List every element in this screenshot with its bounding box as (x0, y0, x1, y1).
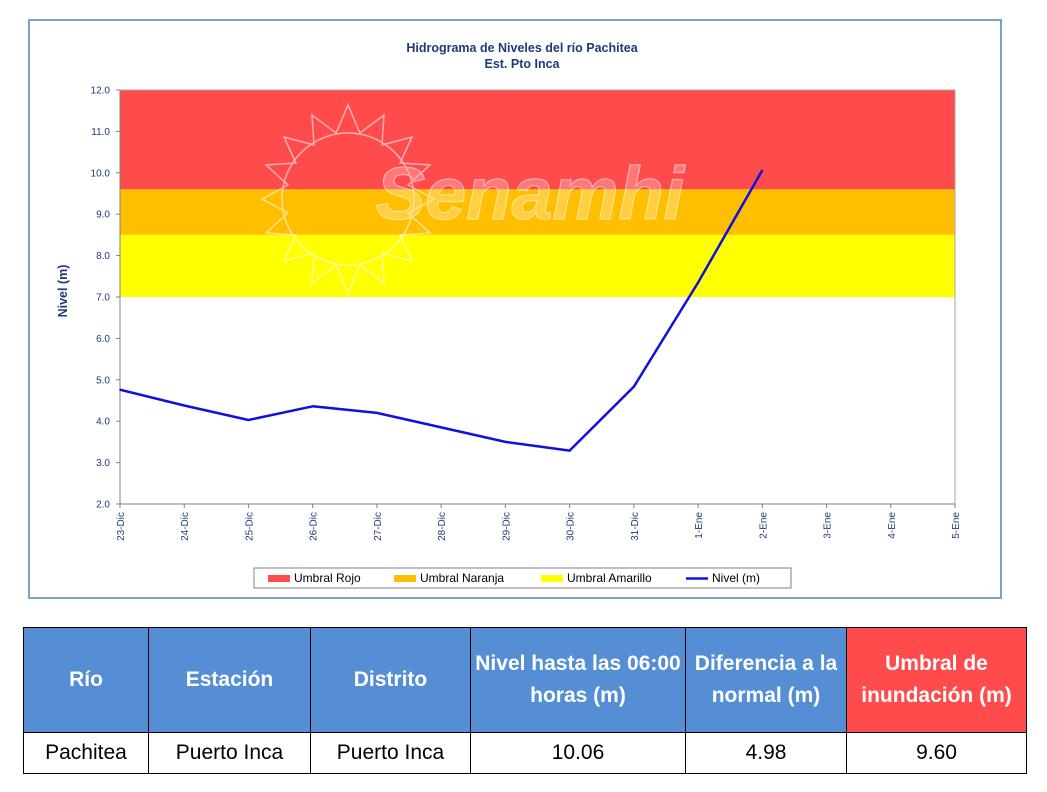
legend-swatch (541, 575, 563, 582)
hydrograph-chart: Hidrograma de Niveles del río Pachitea E… (56, 41, 962, 589)
band-0 (120, 90, 955, 190)
x-tick-label: 31-Dic (630, 512, 641, 541)
data-point (183, 404, 186, 407)
chart-title: Hidrograma de Niveles del río Pachitea (406, 41, 638, 55)
summary-table: Río Estación Distrito Nivel hasta las 06… (23, 627, 1027, 774)
x-tick-label: 2-Ene (758, 512, 769, 539)
data-point (504, 441, 507, 443)
y-axis-label: Nivel (m) (56, 265, 70, 318)
data-point (761, 169, 764, 172)
y-tick-label: 3.0 (96, 458, 110, 469)
data-point (119, 388, 121, 391)
data-point (376, 412, 378, 414)
y-tick-label: 5.0 (96, 375, 110, 386)
data-point (247, 419, 250, 421)
x-tick-label: 23-Dic (116, 512, 127, 541)
threshold-bands (120, 90, 955, 297)
legend: Umbral Rojo Umbral Naranja Umbral Amarillo… (253, 567, 792, 589)
header-distrito: Distrito (310, 627, 471, 733)
cell-estacion: Puerto Inca (148, 732, 311, 774)
senamhi-watermark-logo: Senamhi (260, 103, 686, 295)
legend-label: Nivel (m) (712, 571, 760, 585)
y-tick-label: 12.0 (91, 86, 111, 97)
x-tick-label: 1-Ene (694, 512, 705, 539)
data-point (568, 449, 571, 452)
y-tick-label: 2.0 (96, 500, 110, 511)
x-tick-label: 3-Ene (823, 512, 834, 539)
data-point (440, 426, 442, 429)
x-tick-label: 29-Dic (501, 512, 512, 541)
table-row: Pachitea Puerto Inca Puerto Inca 10.06 4… (23, 732, 1027, 774)
svg-text:Senamhi: Senamhi (376, 152, 686, 235)
axes: 2.0 3.0 4.0 5.0 6.0 7.0 8.0 9.0 10.0 11.0 12.0 23-D… (91, 86, 962, 541)
legend-label: Umbral Naranja (420, 571, 504, 585)
legend-swatch (394, 575, 416, 582)
x-tick-label: 24-Dic (180, 512, 191, 541)
x-tick-label: 4-Ene (887, 512, 898, 539)
cell-diferencia: 4.98 (685, 732, 847, 774)
chart-subtitle: Est. Pto Inca (484, 57, 560, 71)
x-tick-label: 28-Dic (437, 512, 448, 541)
data-point (311, 405, 314, 408)
band-2 (120, 234, 955, 297)
cell-umbral: 9.60 (846, 732, 1027, 774)
y-tick-label: 11.0 (91, 127, 110, 138)
y-tick-label: 8.0 (96, 251, 110, 262)
y-tick-label: 10.0 (91, 168, 111, 179)
y-tick-label: 9.0 (96, 210, 110, 221)
legend-label: Umbral Rojo (294, 571, 361, 585)
cell-nivel: 10.06 (470, 732, 686, 774)
data-point (633, 386, 635, 388)
legend-label: Umbral Amarillo (567, 571, 652, 585)
y-tick-label: 7.0 (96, 293, 110, 304)
x-tick-label: 27-Dic (373, 512, 384, 541)
header-estacion: Estación (148, 627, 311, 733)
header-diferencia: Diferencia a la normal (m) (685, 627, 847, 733)
y-tick-label: 6.0 (96, 334, 110, 345)
chart-panel: Hidrograma de Niveles del río Pachitea E… (28, 19, 1002, 599)
data-point (697, 281, 699, 284)
x-tick-label: 5-Ene (951, 512, 962, 539)
header-umbral: Umbral de inundación (m) (846, 627, 1027, 733)
legend-swatch (268, 575, 290, 582)
header-nivel: Nivel hasta las 06:00 horas (m) (470, 627, 686, 733)
x-tick-label: 26-Dic (309, 512, 320, 541)
x-tick-label: 30-Dic (566, 512, 577, 541)
series-layer (119, 169, 764, 452)
table-header-row: Río Estación Distrito Nivel hasta las 06… (23, 627, 1027, 733)
cell-rio: Pachitea (23, 732, 149, 774)
x-tick-label: 25-Dic (244, 512, 255, 541)
band-1 (120, 189, 955, 235)
cell-distrito: Puerto Inca (310, 732, 471, 774)
header-rio: Río (23, 627, 149, 733)
y-tick-label: 4.0 (96, 417, 110, 428)
